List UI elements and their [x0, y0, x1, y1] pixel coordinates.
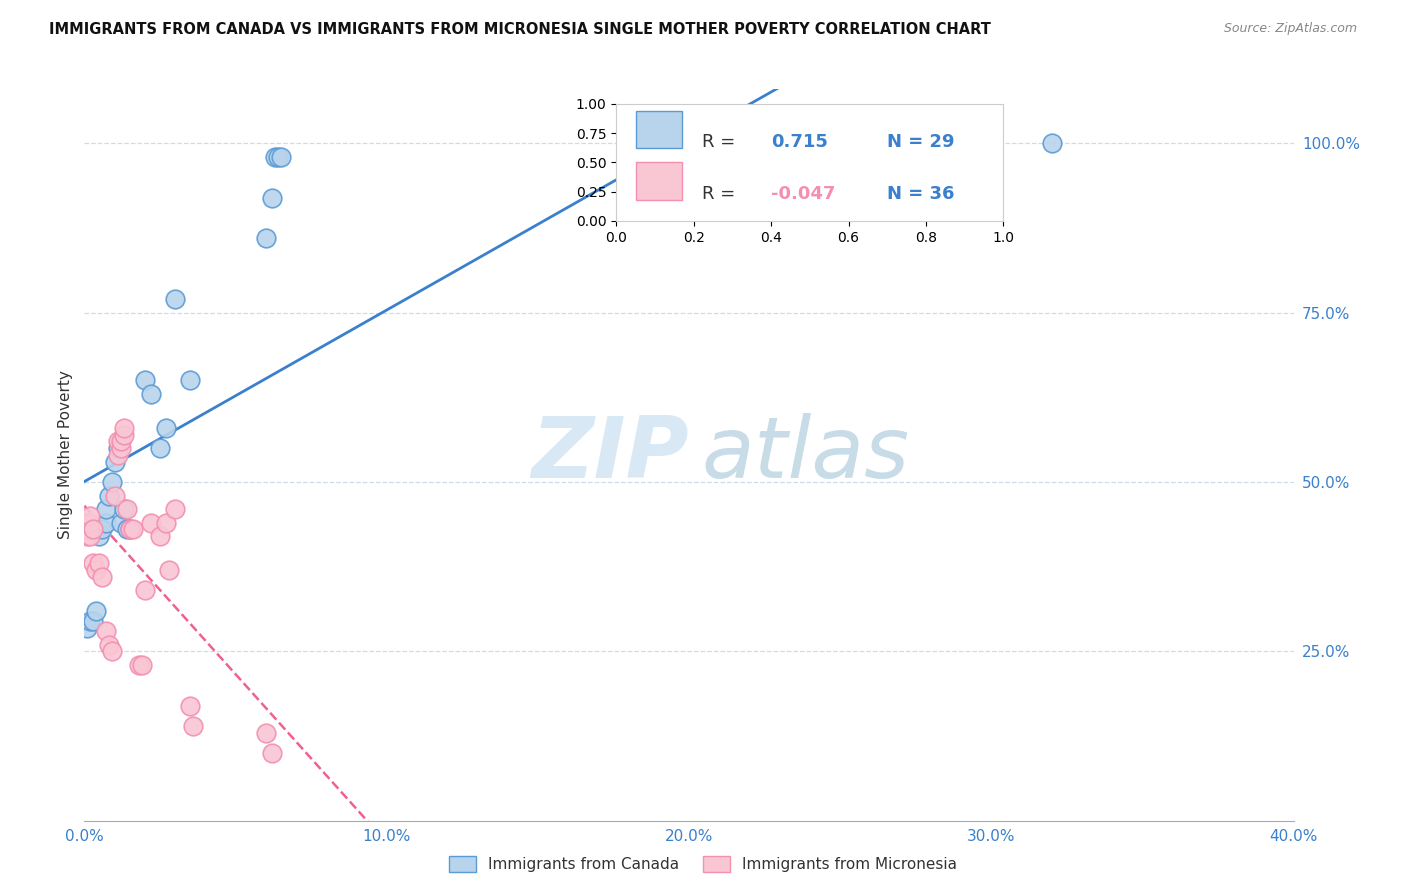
Point: [157, 563, 180, 577]
Point: [165, 292, 187, 306]
Point: [1040, 136, 1063, 151]
Point: [617, 136, 640, 151]
Y-axis label: Single Mother Poverty: Single Mother Poverty: [58, 370, 73, 540]
Point: [76, 621, 98, 635]
Point: [107, 441, 129, 455]
Text: Source: ZipAtlas.com: Source: ZipAtlas.com: [1223, 22, 1357, 36]
Point: [79, 529, 101, 543]
Point: [155, 516, 177, 530]
Point: [79, 516, 101, 530]
Point: [104, 489, 127, 503]
Point: [91, 570, 114, 584]
Point: [110, 434, 132, 449]
Text: atlas: atlas: [702, 413, 910, 497]
Point: [128, 657, 150, 672]
Point: [104, 455, 127, 469]
Point: [97, 638, 120, 652]
Point: [76, 523, 98, 537]
Point: [149, 441, 172, 455]
Point: [86, 563, 108, 577]
Point: [112, 427, 135, 442]
Point: [82, 556, 104, 570]
Point: [79, 508, 101, 523]
Point: [112, 421, 135, 435]
Point: [118, 523, 141, 537]
Point: [260, 746, 283, 760]
Point: [254, 725, 277, 739]
Point: [131, 657, 153, 672]
Point: [267, 150, 290, 164]
Point: [134, 583, 156, 598]
Point: [89, 529, 111, 543]
Point: [94, 502, 117, 516]
Point: [149, 529, 172, 543]
Point: [107, 448, 129, 462]
Point: [115, 523, 138, 537]
Text: IMMIGRANTS FROM CANADA VS IMMIGRANTS FROM MICRONESIA SINGLE MOTHER POVERTY CORRE: IMMIGRANTS FROM CANADA VS IMMIGRANTS FRO…: [49, 22, 991, 37]
Point: [139, 387, 162, 401]
Point: [79, 614, 101, 628]
Point: [263, 150, 285, 164]
Point: [82, 523, 104, 537]
Point: [118, 523, 141, 537]
Point: [89, 556, 111, 570]
Point: [112, 502, 135, 516]
Point: [76, 529, 98, 543]
Point: [94, 516, 117, 530]
Point: [179, 698, 201, 713]
Point: [97, 489, 120, 503]
Point: [139, 516, 162, 530]
Legend: Immigrants from Canada, Immigrants from Micronesia: Immigrants from Canada, Immigrants from …: [441, 848, 965, 880]
Point: [115, 502, 138, 516]
Point: [179, 373, 201, 387]
Point: [76, 516, 98, 530]
Point: [254, 231, 277, 245]
Point: [155, 421, 177, 435]
Point: [94, 624, 117, 638]
Point: [260, 190, 283, 204]
Point: [110, 441, 132, 455]
Point: [110, 516, 132, 530]
Point: [100, 475, 122, 489]
Text: ZIP: ZIP: [531, 413, 689, 497]
Point: [100, 644, 122, 658]
Point: [121, 523, 143, 537]
Point: [165, 502, 187, 516]
Point: [86, 604, 108, 618]
Point: [107, 434, 129, 449]
Point: [181, 719, 204, 733]
Point: [270, 150, 292, 164]
Point: [91, 523, 114, 537]
Point: [134, 373, 156, 387]
Point: [82, 614, 104, 628]
